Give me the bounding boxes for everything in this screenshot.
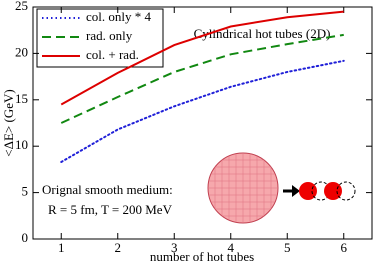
legend-label: col. + rad. [86,47,139,62]
x-tick-label: 5 [284,240,291,255]
plot-frame [32,6,373,240]
y-tick-label: 25 [15,0,28,13]
arrow-head [292,185,300,197]
tube [324,182,342,200]
series-line [60,59,345,163]
tube-outline [336,181,356,201]
x-tick-label: 1 [58,240,65,255]
y-tick-label: 5 [22,184,29,199]
legend-label: col. only * 4 [86,9,151,24]
series-line [60,10,344,106]
legend-label: rad. only [86,28,133,43]
x-axis-label: number of hot tubes [150,249,254,264]
y-axis-label: <ΔE> (GeV) [1,89,16,156]
tube [299,182,317,200]
y-tick-label: 20 [15,44,28,59]
annotation: Cylindrical hot tubes (2D) [194,26,331,41]
diagram [207,152,356,224]
y-tick-label: 15 [15,91,28,106]
note-line: Orignal smooth medium: [42,182,173,197]
x-tick-label: 4 [228,240,235,255]
y-tick-label: 0 [22,230,29,245]
x-tick-label: 6 [341,240,348,255]
note-line: R = 5 fm, T = 200 MeV [48,202,173,217]
x-tick-label: 2 [115,240,122,255]
x-tick-label: 3 [171,240,178,255]
y-tick-label: 10 [15,137,28,152]
medium-grid [208,153,278,223]
